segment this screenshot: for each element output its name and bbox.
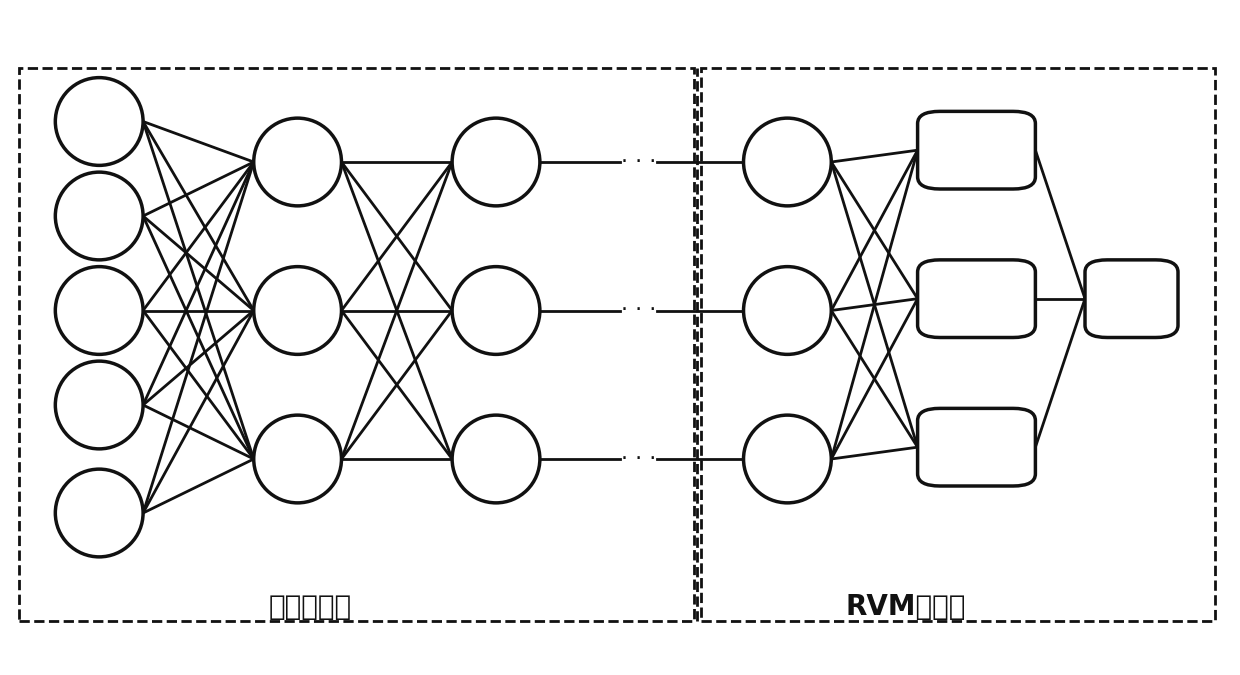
Text: · · ·: · · · (621, 449, 656, 469)
Ellipse shape (744, 118, 831, 206)
Bar (701, 68, 1215, 621)
FancyBboxPatch shape (918, 260, 1035, 338)
FancyBboxPatch shape (1085, 260, 1178, 338)
Ellipse shape (56, 469, 143, 557)
Ellipse shape (744, 415, 831, 503)
Text: · · ·: · · · (621, 152, 656, 172)
Ellipse shape (56, 78, 143, 165)
Bar (19, 68, 694, 621)
Ellipse shape (56, 361, 143, 449)
FancyBboxPatch shape (918, 408, 1035, 486)
Ellipse shape (254, 267, 341, 354)
Ellipse shape (453, 415, 539, 503)
Ellipse shape (453, 118, 539, 206)
Ellipse shape (744, 267, 831, 354)
Ellipse shape (56, 267, 143, 354)
Ellipse shape (453, 267, 539, 354)
Ellipse shape (254, 415, 341, 503)
Ellipse shape (254, 118, 341, 206)
Text: 三层隐含层: 三层隐含层 (268, 593, 352, 622)
Text: RVM分类器: RVM分类器 (844, 593, 966, 622)
Ellipse shape (56, 172, 143, 260)
Text: · · ·: · · · (621, 300, 656, 321)
FancyBboxPatch shape (918, 111, 1035, 189)
